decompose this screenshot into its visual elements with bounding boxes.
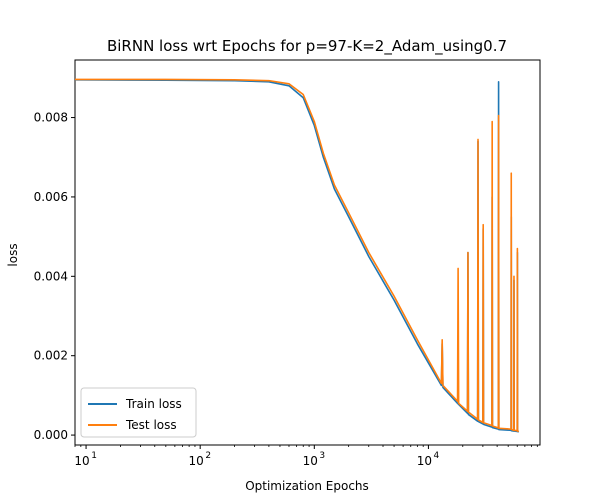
y-tick-label: 0.006 xyxy=(34,190,68,204)
legend-label-train-loss: Train loss xyxy=(125,397,182,411)
x-tick-label-exponent: 2 xyxy=(205,451,211,461)
x-tick-label: 10 xyxy=(74,454,89,468)
series-line-test-loss xyxy=(75,78,520,433)
y-tick-label: 0.004 xyxy=(34,269,68,283)
plot-frame xyxy=(74,59,541,446)
legend-label-test-loss: Test loss xyxy=(125,418,177,432)
y-axis: 0.000 0.002 0.004 0.006 0.008 xyxy=(34,111,75,442)
legend: Train loss Test loss xyxy=(80,387,197,438)
x-tick-label-exponent: 4 xyxy=(434,451,440,461)
chart-title: BiRNN loss wrt Epochs for p=97-K=2_Adam_… xyxy=(107,37,507,56)
series-line-train-loss xyxy=(74,79,520,433)
y-tick-label: 0.002 xyxy=(34,349,68,363)
x-axis-label: Optimization Epochs xyxy=(245,479,369,493)
x-axis: 10 1 10 2 10 3 10 4 xyxy=(74,445,538,468)
y-tick-label: 0.008 xyxy=(34,111,68,125)
x-tick-label-exponent: 1 xyxy=(91,451,97,461)
x-tick-label-exponent: 3 xyxy=(319,451,325,461)
x-tick-label: 10 xyxy=(417,454,432,468)
y-tick-label: 0.000 xyxy=(34,428,68,442)
x-tick-label: 10 xyxy=(303,454,318,468)
y-axis-label: loss xyxy=(6,243,20,266)
series-layer xyxy=(74,78,520,433)
x-tick-label: 10 xyxy=(189,454,204,468)
